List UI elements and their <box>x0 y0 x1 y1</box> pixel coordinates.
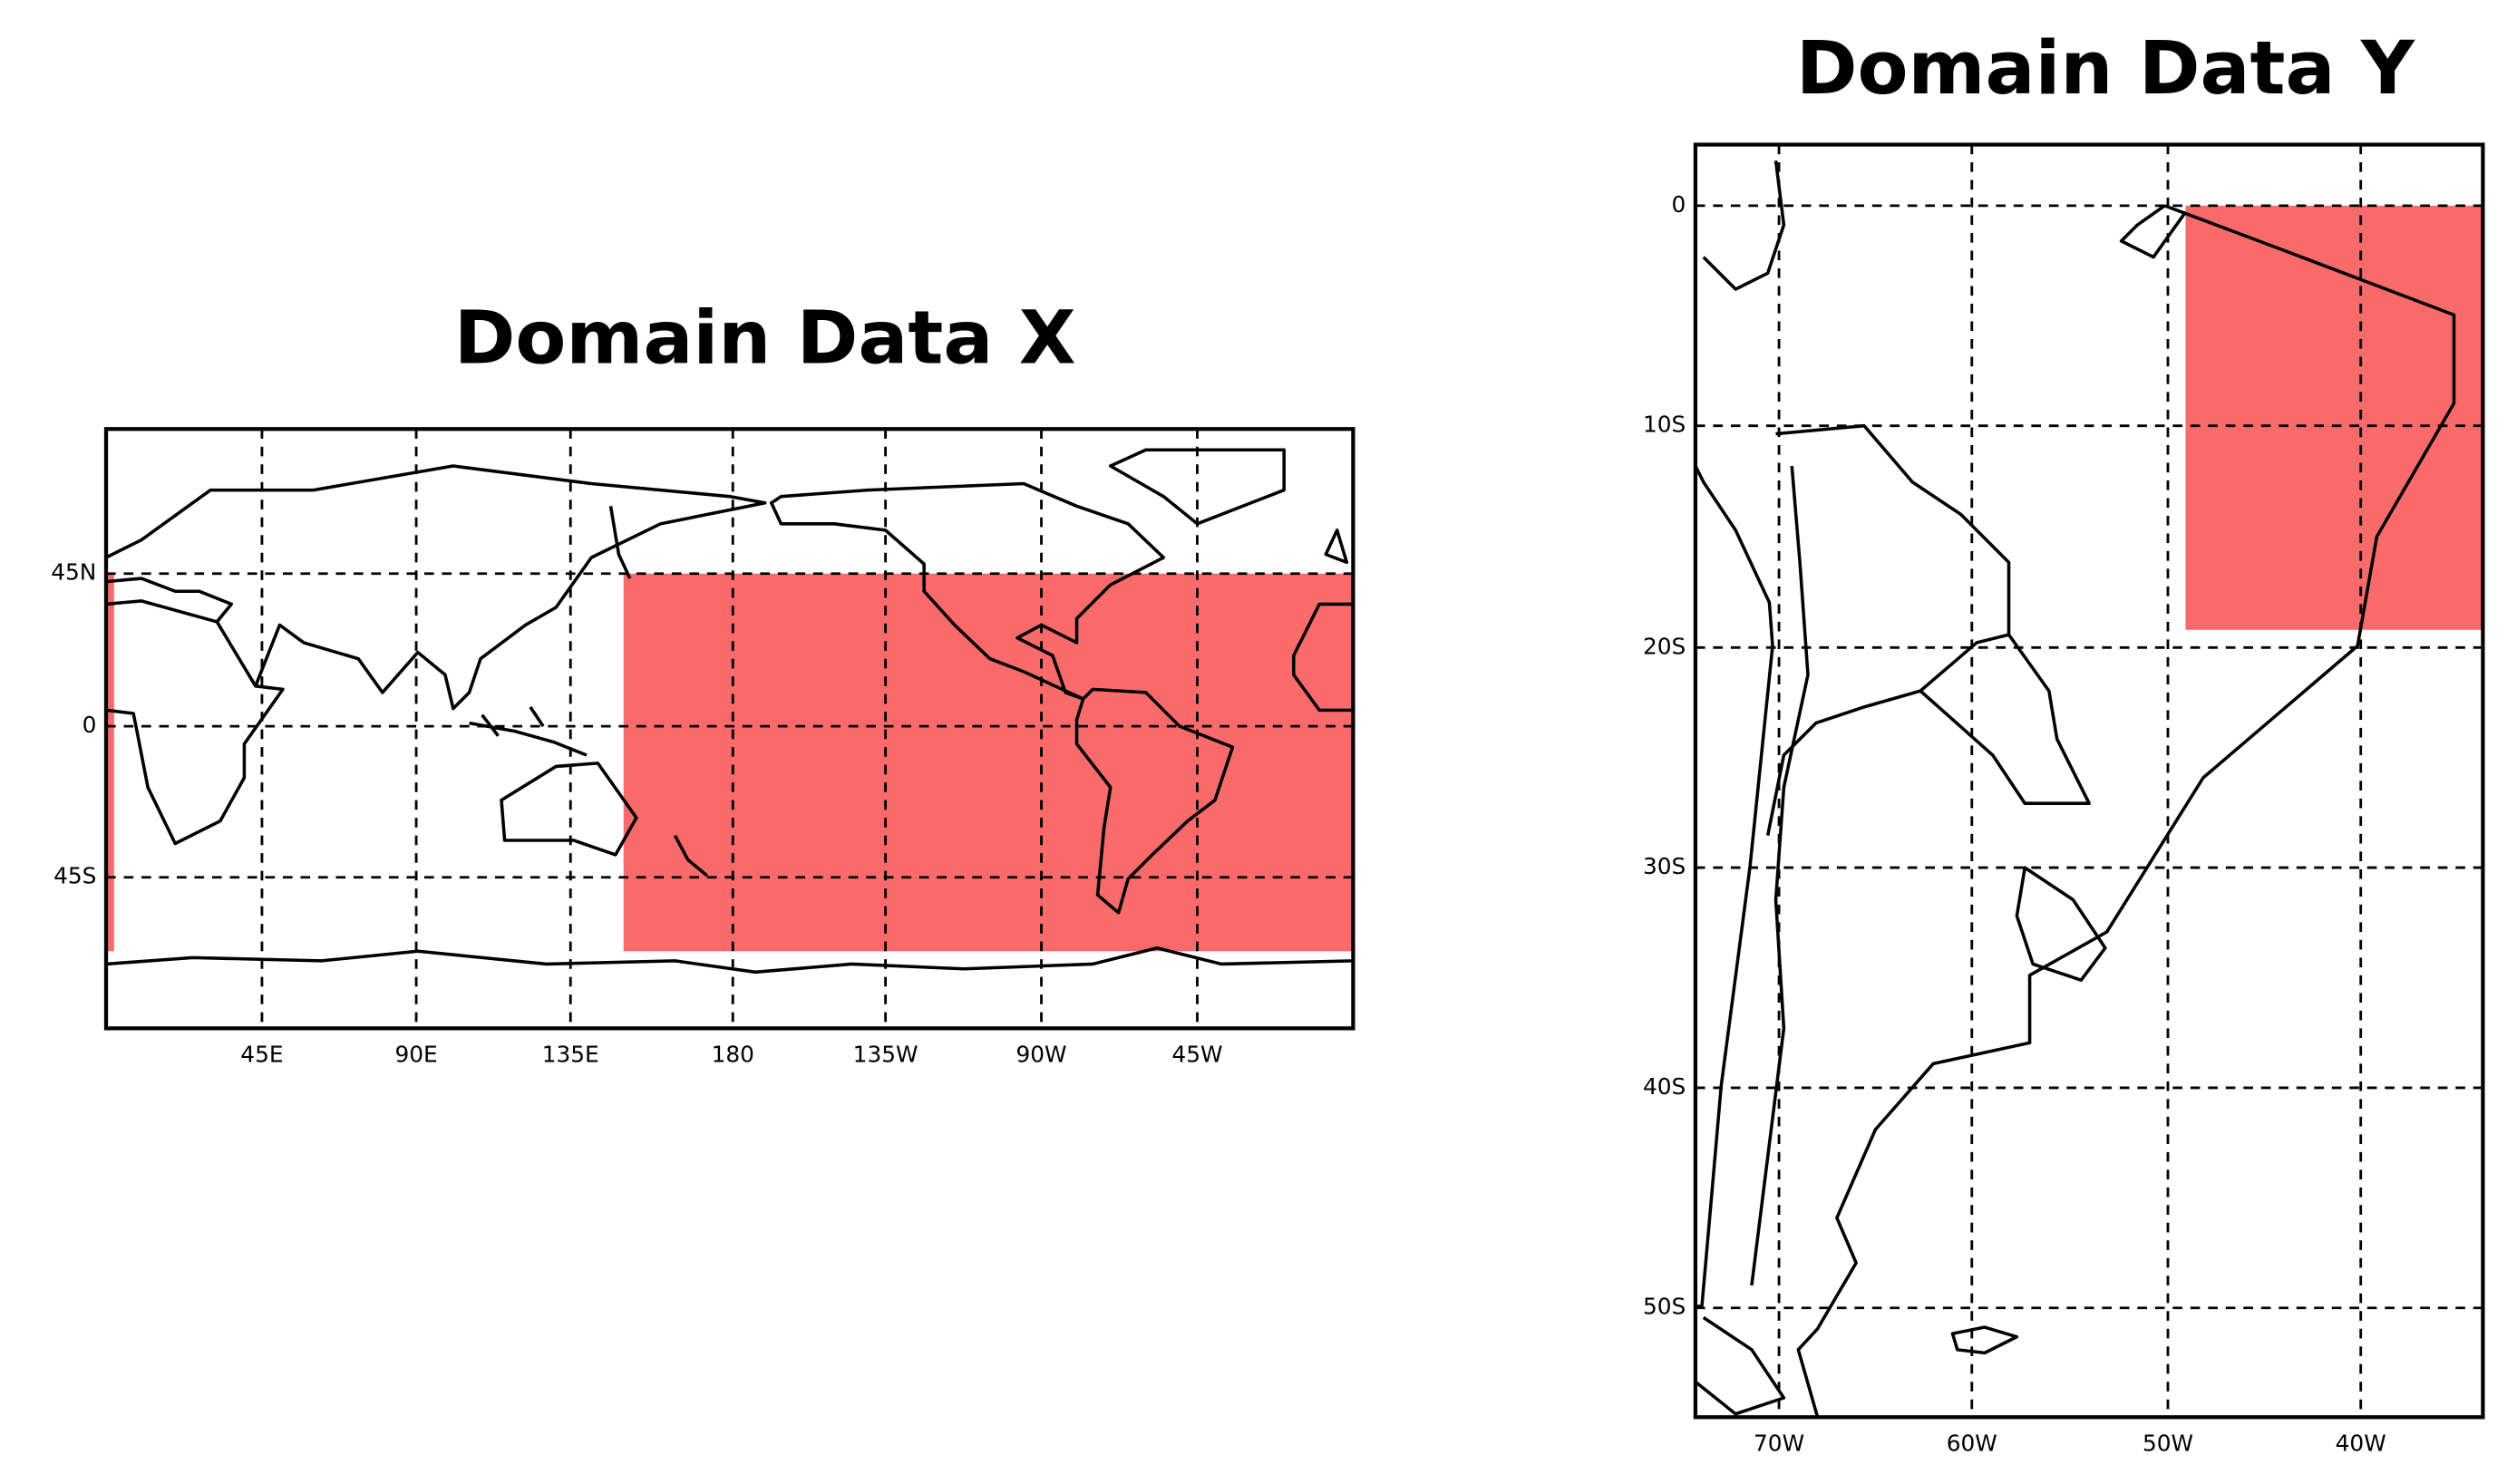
y-tick-label: 30S <box>1643 853 1686 879</box>
y-tick-label: 45S <box>53 863 96 889</box>
y-tick-label: 0 <box>1671 191 1686 218</box>
x-tick-label: 90W <box>1016 1041 1067 1067</box>
map-x-body <box>105 448 1354 975</box>
y-tick-label: 20S <box>1643 633 1686 659</box>
x-tick-label: 40W <box>2336 1430 2386 1456</box>
map-title: Domain Data Y <box>1796 25 2415 112</box>
x-tick-label: 135W <box>853 1041 918 1067</box>
y-tick-label: 0 <box>83 712 97 738</box>
map-frame <box>103 427 1356 1031</box>
map-title: Domain Data X <box>454 296 1076 382</box>
domain-region <box>105 573 114 952</box>
x-tick-label: 90E <box>394 1041 437 1067</box>
y-tick-label: 10S <box>1643 412 1686 438</box>
y-tick-label: 45N <box>51 559 96 586</box>
x-tick-label: 180 <box>712 1041 754 1067</box>
map-frame <box>1693 142 2485 1420</box>
domain-region <box>2185 205 2483 630</box>
map-y-body <box>1695 160 2483 1418</box>
x-tick-label: 45E <box>240 1041 283 1067</box>
x-tick-label: 45W <box>1171 1041 1222 1067</box>
y-tick-label: 50S <box>1643 1294 1686 1320</box>
map-y: Domain Data Y 70W 60W 50W 40W 0 10S 20S 30S 40S 5… <box>1643 25 2485 1456</box>
y-tick-label: 40S <box>1643 1073 1686 1100</box>
map-x: Domain Data X 45E 90E 135E 180 135W 90W 45W 45N… <box>51 296 1356 1067</box>
x-tick-label: 50W <box>2143 1430 2193 1456</box>
coastlines <box>105 448 1354 975</box>
x-tick-label: 70W <box>1754 1430 1804 1456</box>
x-tick-label: 60W <box>1947 1430 1997 1456</box>
x-tick-label: 135E <box>542 1041 599 1067</box>
domain-region <box>623 573 1354 952</box>
